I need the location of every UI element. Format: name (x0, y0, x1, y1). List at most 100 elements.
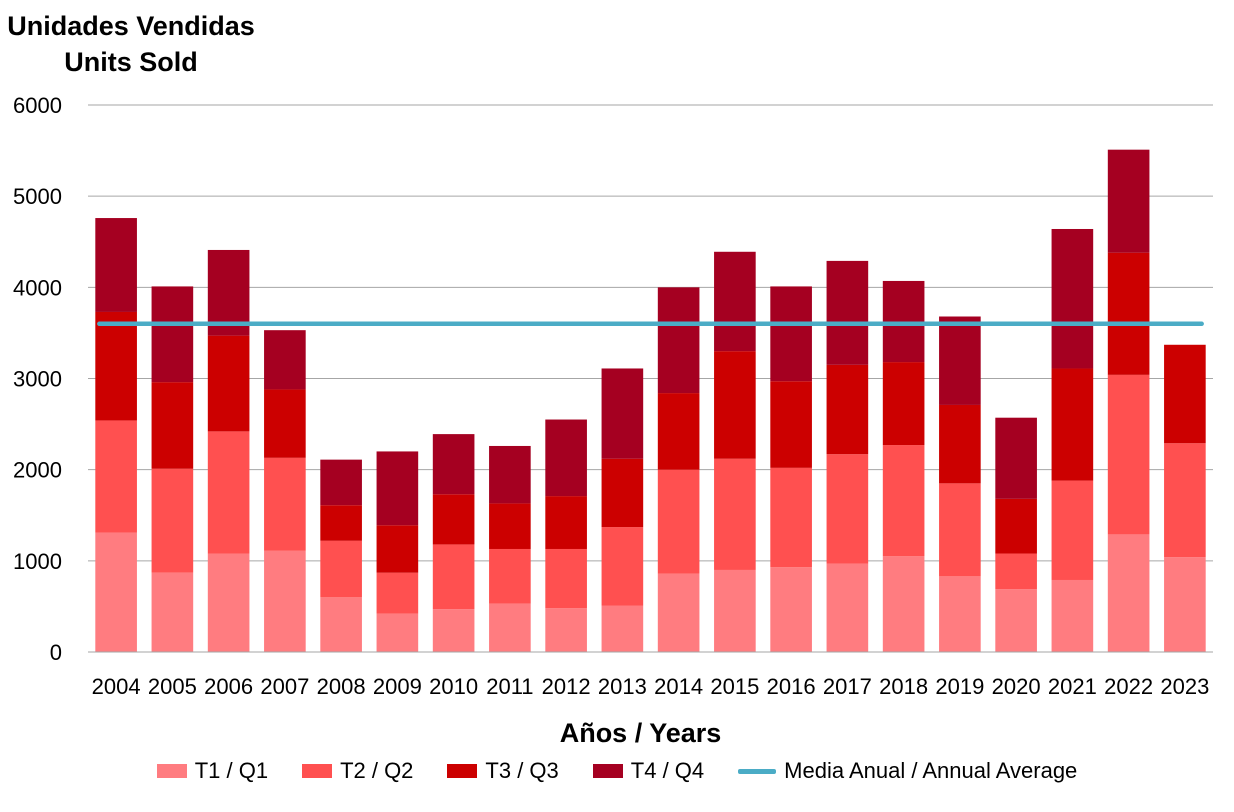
x-tick-label: 2013 (598, 674, 647, 699)
y-tick-label: 0 (50, 640, 62, 665)
bar-segment-q1 (432, 609, 475, 652)
bar-segment-q3 (432, 494, 475, 545)
x-tick-label: 2017 (823, 674, 872, 699)
x-tick-label: 2011 (486, 674, 533, 699)
bar-segment-q1 (714, 569, 756, 652)
bar-segment-q3 (545, 496, 587, 549)
bar-segment-q4 (320, 459, 362, 506)
bar-segment-q3 (882, 362, 925, 446)
chart-title-line-2: Units Sold (64, 47, 198, 77)
x-tick-label: 2020 (992, 674, 1041, 699)
bar-segment-q4 (264, 330, 306, 390)
bar-segment-q1 (489, 603, 531, 652)
chart-title-line-1: Unidades Vendidas (7, 11, 255, 41)
legend-swatch-q3 (447, 764, 478, 778)
bar-segment-q1 (657, 573, 700, 652)
bar-segment-q3 (207, 335, 250, 432)
x-tick-label: 2019 (935, 674, 984, 699)
chart-title: Unidades Vendidas Units Sold (0, 8, 262, 80)
bar-segment-q2 (264, 457, 306, 551)
bar-segment-q2 (601, 527, 644, 606)
x-tick-label: 2006 (204, 674, 253, 699)
bar-segment-q1 (545, 608, 587, 652)
y-tick-label: 4000 (13, 275, 62, 300)
bar-segment-q2 (545, 548, 587, 609)
bar-segment-q3 (601, 458, 644, 528)
x-tick-label: 2012 (542, 674, 591, 699)
legend-label-q4: T4 / Q4 (630, 758, 705, 783)
bar-segment-q2 (770, 467, 812, 568)
bar-segment-q1 (1164, 557, 1206, 652)
x-tick-label: 2005 (148, 674, 197, 699)
bar-segment-q2 (657, 469, 700, 574)
legend-swatch-average (738, 768, 777, 774)
legend-swatch-q2 (302, 764, 333, 778)
bar-segment-q1 (264, 550, 306, 652)
x-tick-label: 2007 (260, 674, 309, 699)
bar-segment-q3 (489, 503, 531, 549)
x-tick-label: 2009 (373, 674, 422, 699)
bar-segment-q2 (826, 454, 869, 564)
bar-segment-q3 (939, 404, 981, 484)
legend-label-q1: T1 / Q1 (194, 758, 269, 783)
x-tick-label: 2010 (429, 674, 478, 699)
legend-label-q3: T3 / Q3 (485, 758, 559, 783)
y-tick-label: 1000 (13, 549, 62, 574)
bar-segment-q3 (1164, 344, 1206, 444)
legend-item-q4: T4 / Q4 (592, 758, 705, 784)
bar-segment-q3 (714, 351, 756, 459)
bar-segment-q2 (151, 468, 194, 573)
bar-segment-q2 (1107, 374, 1150, 535)
bar-segment-q4 (1051, 228, 1094, 369)
bar-segment-q4 (826, 260, 869, 365)
bar-segment-q4 (657, 287, 700, 394)
bar-segment-q2 (1164, 443, 1206, 558)
legend-item-q2: T2 / Q2 (302, 758, 413, 784)
bar-segment-q4 (95, 218, 137, 312)
bar-segment-q2 (376, 572, 419, 614)
bar-segment-q4 (376, 451, 419, 526)
bar-segment-q4 (545, 419, 587, 497)
x-tick-label: 2022 (1104, 674, 1153, 699)
bar-segment-q1 (1051, 579, 1094, 652)
bar-segment-q3 (95, 311, 137, 421)
bar-segment-q4 (432, 434, 475, 495)
bar-segment-q1 (320, 597, 362, 652)
bar-segment-q2 (432, 544, 475, 610)
bar-segment-q4 (489, 445, 531, 504)
bar-segment-q1 (95, 532, 137, 652)
bar-segment-q2 (882, 445, 925, 557)
x-axis-title: Años / Years (560, 718, 722, 748)
bar-segment-q4 (995, 417, 1037, 499)
bar-segment-q2 (489, 548, 531, 604)
bar-segment-q2 (995, 553, 1037, 590)
bar-segment-q3 (1051, 368, 1094, 481)
legend-swatch-q4 (592, 764, 623, 778)
legend-label-q2: T2 / Q2 (340, 758, 414, 783)
x-tick-label: 2014 (654, 674, 703, 699)
bar-segment-q2 (714, 458, 756, 570)
bar-segment-q2 (207, 431, 250, 554)
bar-segment-q1 (1107, 534, 1150, 652)
x-tick-label: 2008 (317, 674, 366, 699)
bar-segment-q4 (714, 251, 756, 352)
bar-segment-q3 (264, 389, 306, 458)
bar-segment-q3 (995, 498, 1037, 554)
bar-segment-q2 (1051, 480, 1094, 580)
bar-segment-q2 (95, 420, 137, 533)
bar-segment-q1 (151, 572, 194, 652)
bar-segment-q1 (995, 589, 1037, 652)
legend-item-q3: T3 / Q3 (447, 758, 559, 784)
y-tick-label: 3000 (13, 367, 62, 392)
bar-segment-q1 (376, 613, 419, 652)
bar-segment-q1 (939, 576, 981, 652)
bar-segment-q1 (826, 563, 869, 652)
bar-segment-q1 (601, 605, 644, 652)
bar-segment-q4 (770, 286, 812, 382)
y-tick-label: 2000 (13, 458, 62, 483)
x-tick-label: 2021 (1048, 674, 1097, 699)
legend-item-q1: T1 / Q1 (156, 758, 269, 784)
y-tick-label: 5000 (13, 184, 62, 209)
bar-segment-q3 (1107, 252, 1150, 375)
